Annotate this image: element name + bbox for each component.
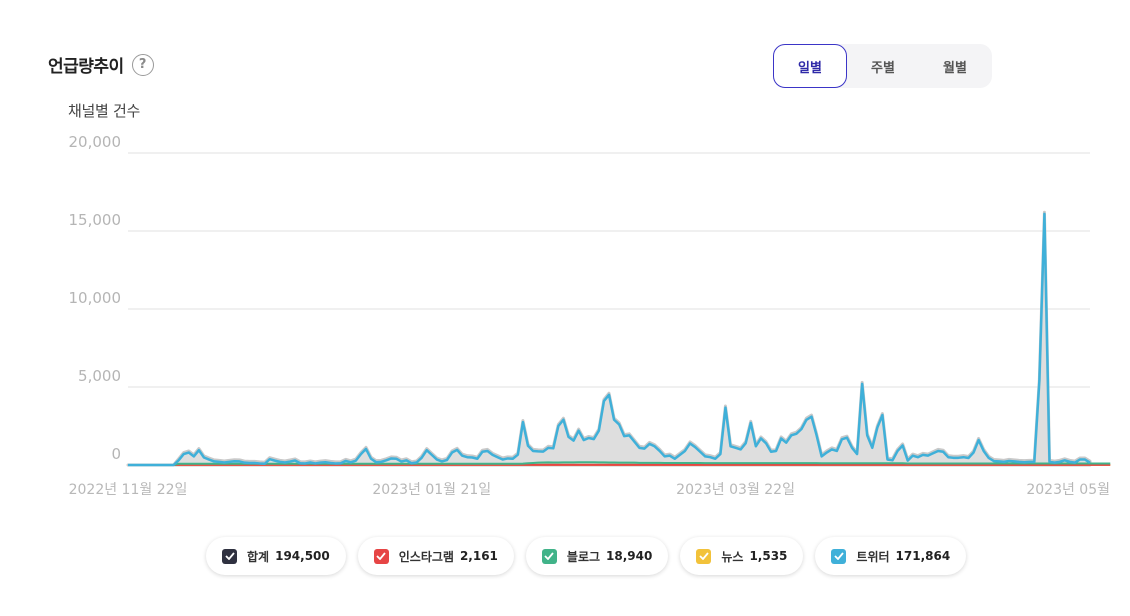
series-line-blog bbox=[128, 461, 1111, 466]
legend-label: 뉴스 bbox=[721, 549, 744, 564]
legend-item-total[interactable]: 합계 194,500 bbox=[206, 537, 346, 575]
legend-value: 171,864 bbox=[895, 549, 951, 563]
y-axis-title: 채널별 건수 bbox=[68, 102, 140, 120]
x-tick-label: 2023년 05월 bbox=[1026, 482, 1110, 498]
mention-trend-chart: 0 5,000 10,000 15,000 20,000 2022년 11월 22일 202… bbox=[69, 133, 1111, 498]
tab-daily[interactable]: 일별 bbox=[773, 44, 847, 88]
y-tick-label: 5,000 bbox=[78, 367, 121, 385]
series-line-twitter bbox=[128, 212, 1091, 467]
legend-label: 블로그 bbox=[566, 549, 601, 564]
legend-item-instagram[interactable]: 인스타그램 2,161 bbox=[357, 537, 514, 575]
x-tick-label: 2023년 03월 22일 bbox=[676, 482, 795, 498]
x-tick-label: 2022년 11월 22일 bbox=[69, 482, 188, 498]
legend-label: 인스타그램 bbox=[398, 549, 454, 564]
legend-value: 194,500 bbox=[275, 549, 330, 563]
tab-monthly[interactable]: 월별 bbox=[943, 60, 967, 76]
help-icon[interactable]: ? bbox=[131, 53, 154, 76]
tab-weekly[interactable]: 주별 bbox=[871, 60, 895, 76]
x-tick-label: 2023년 01월 21일 bbox=[372, 482, 491, 498]
legend-label: 트위터 bbox=[856, 549, 890, 564]
checkbox-icon bbox=[541, 548, 557, 564]
legend-value: 18,940 bbox=[606, 549, 653, 563]
checkbox-icon bbox=[831, 548, 847, 564]
legend-value: 2,161 bbox=[459, 549, 498, 563]
series-area-total bbox=[126, 210, 1092, 467]
y-tick-label: 0 bbox=[111, 445, 121, 463]
checkbox-icon bbox=[222, 548, 237, 564]
legend-item-twitter[interactable]: 트위터 171,864 bbox=[815, 537, 967, 575]
checkbox-icon bbox=[373, 548, 389, 564]
legend-item-news[interactable]: 뉴스 1,535 bbox=[680, 537, 804, 575]
legend-item-blog[interactable]: 블로그 18,940 bbox=[525, 537, 669, 575]
legend-value: 1,535 bbox=[749, 549, 788, 563]
legend: 합계 194,500 인스타그램 2,161 블로그 18,940 뉴스 1,5… bbox=[206, 537, 967, 575]
y-tick-label: 10,000 bbox=[69, 289, 122, 307]
checkbox-icon bbox=[696, 548, 712, 564]
legend-label: 합계 bbox=[247, 549, 270, 564]
period-toggle: 일별 주별 월별 bbox=[773, 44, 992, 88]
y-tick-label: 15,000 bbox=[69, 211, 122, 229]
page-title: 언급량추이 bbox=[48, 57, 124, 77]
y-tick-label: 20,000 bbox=[69, 133, 122, 151]
